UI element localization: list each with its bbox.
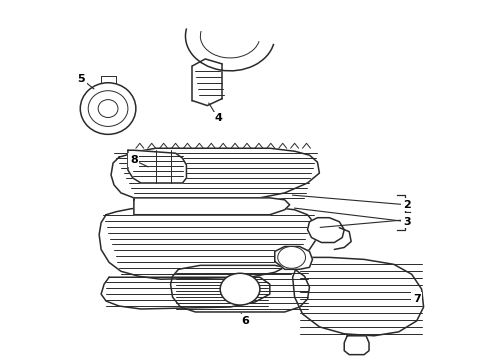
Ellipse shape	[220, 273, 260, 305]
Polygon shape	[111, 148, 319, 200]
Polygon shape	[171, 265, 310, 312]
Polygon shape	[99, 207, 318, 279]
Ellipse shape	[278, 247, 306, 268]
Polygon shape	[275, 247, 313, 269]
Polygon shape	[344, 336, 369, 355]
Polygon shape	[134, 198, 290, 215]
Text: 8: 8	[130, 155, 138, 165]
Text: 4: 4	[214, 113, 222, 123]
Text: 6: 6	[241, 316, 249, 326]
Polygon shape	[308, 218, 344, 243]
Ellipse shape	[98, 100, 118, 117]
Text: 2: 2	[403, 200, 411, 210]
Polygon shape	[101, 277, 270, 309]
Ellipse shape	[88, 91, 128, 126]
Polygon shape	[293, 257, 424, 336]
Text: 3: 3	[403, 217, 411, 227]
Polygon shape	[225, 277, 255, 299]
Ellipse shape	[80, 83, 136, 134]
Text: 1: 1	[403, 215, 411, 225]
Text: 7: 7	[413, 294, 420, 304]
Text: 5: 5	[77, 74, 85, 84]
Polygon shape	[128, 150, 187, 183]
